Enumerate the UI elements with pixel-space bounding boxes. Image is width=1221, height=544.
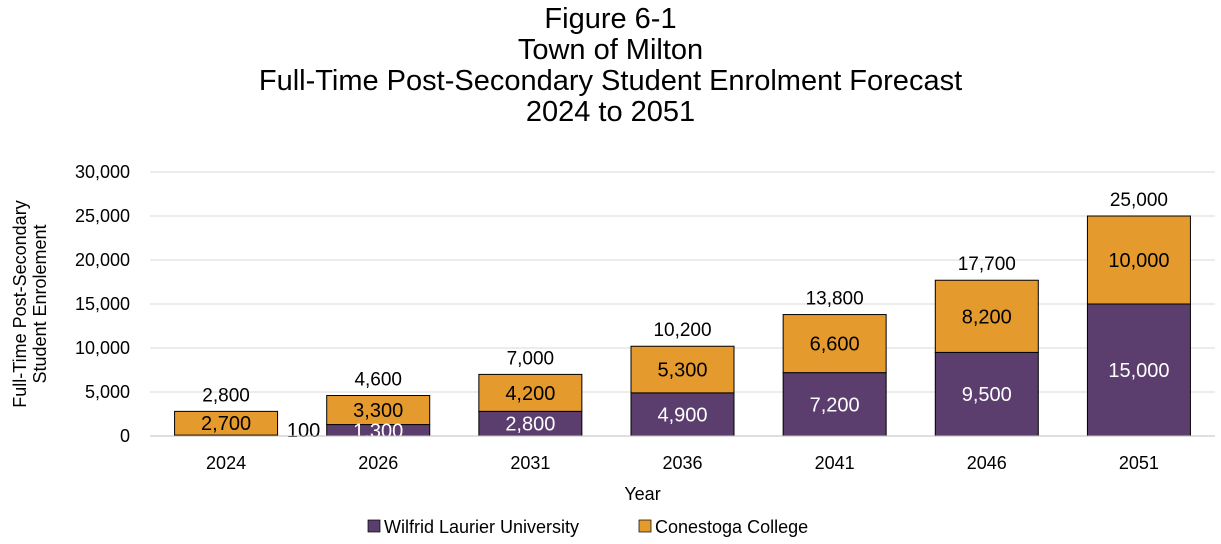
- total-label: 17,700: [958, 254, 1016, 275]
- x-axis-title: Year: [624, 484, 660, 504]
- data-label: 8,200: [962, 306, 1012, 328]
- data-label: 15,000: [1108, 360, 1169, 382]
- y-tick-label: 30,000: [75, 162, 130, 182]
- data-label: 3,300: [353, 400, 403, 422]
- chart-title-line-1: Figure 6-1: [544, 3, 677, 35]
- bar-segment-conestoga: [174, 410, 279, 436]
- y-tick-label: 20,000: [75, 250, 130, 270]
- legend-label: Conestoga College: [655, 517, 808, 537]
- x-tick-label: 2041: [815, 453, 855, 473]
- bar-segment-conestoga: [630, 345, 735, 394]
- total-label: 2,800: [202, 385, 250, 406]
- legend: Wilfrid Laurier University Conestoga Coll…: [367, 517, 808, 537]
- y-tick-label: 15,000: [75, 294, 130, 314]
- bar-segment-conestoga: [934, 279, 1039, 353]
- x-tick-label: 2046: [967, 453, 1007, 473]
- y-tick-label: 0: [120, 426, 130, 446]
- axes: 0 5,000 10,000 15,000 20,000 25,000 30,000 2024…: [10, 162, 1215, 504]
- bar-segment-wilfrid-laurier: [630, 392, 735, 437]
- bar-segment-conestoga: [1086, 215, 1191, 305]
- y-axis-title-line: Student Enrolement: [30, 224, 50, 383]
- bar-segment-conestoga: [326, 395, 431, 426]
- y-tick-label: 5,000: [85, 382, 130, 402]
- legend-label: Wilfrid Laurier University: [384, 517, 579, 537]
- y-axis-title-line: Full-Time Post-Secondary: [10, 200, 30, 407]
- data-label: 2,800: [505, 414, 555, 436]
- chart-title: Figure 6-1 Town of Milton Full-Time Post…: [0, 4, 1221, 128]
- x-tick-label: 2031: [510, 453, 550, 473]
- y-tick-label: 10,000: [75, 338, 130, 358]
- y-tick-label: 25,000: [75, 206, 130, 226]
- data-label: 4,200: [505, 383, 555, 405]
- x-tick-label: 2024: [206, 453, 246, 473]
- bar-segment-wilfrid-laurier: [934, 351, 1039, 437]
- chart-title-line-2: Town of Milton: [517, 34, 704, 66]
- data-label: 10,000: [1108, 250, 1169, 272]
- data-label: 4,900: [657, 404, 707, 426]
- total-label: 4,600: [354, 370, 402, 391]
- data-label: 100: [287, 420, 320, 442]
- data-label: 1,300: [353, 420, 403, 442]
- y-axis-title: Full-Time Post-SecondaryStudent Enroleme…: [10, 200, 50, 407]
- bar-segment-wilfrid-laurier: [782, 372, 887, 437]
- x-tick-label: 2051: [1119, 453, 1159, 473]
- data-label: 9,500: [962, 384, 1012, 406]
- chart-title-line-4: 2024 to 2051: [525, 96, 696, 128]
- total-label: 7,000: [507, 348, 555, 369]
- total-label: 13,800: [806, 289, 864, 310]
- legend-swatch: [367, 519, 381, 533]
- bar-segment-wilfrid-laurier: [1086, 303, 1191, 437]
- bars: [174, 215, 1191, 437]
- legend-swatch: [638, 519, 652, 533]
- total-label: 10,200: [653, 320, 711, 341]
- chart-title-line-3: Full-Time Post-Secondary Student Enrolme…: [258, 65, 963, 97]
- x-tick-label: 2036: [662, 453, 702, 473]
- data-label: 5,300: [657, 360, 707, 382]
- data-label: 7,200: [810, 394, 860, 416]
- x-tick-label: 2026: [358, 453, 398, 473]
- bar-segment-conestoga: [782, 314, 887, 374]
- bar-segment-wilfrid-laurier: [478, 410, 583, 437]
- bar-segment-conestoga: [478, 373, 583, 412]
- total-label: 25,000: [1110, 190, 1168, 211]
- data-label: 6,600: [810, 334, 860, 356]
- data-label: 2,700: [201, 413, 251, 435]
